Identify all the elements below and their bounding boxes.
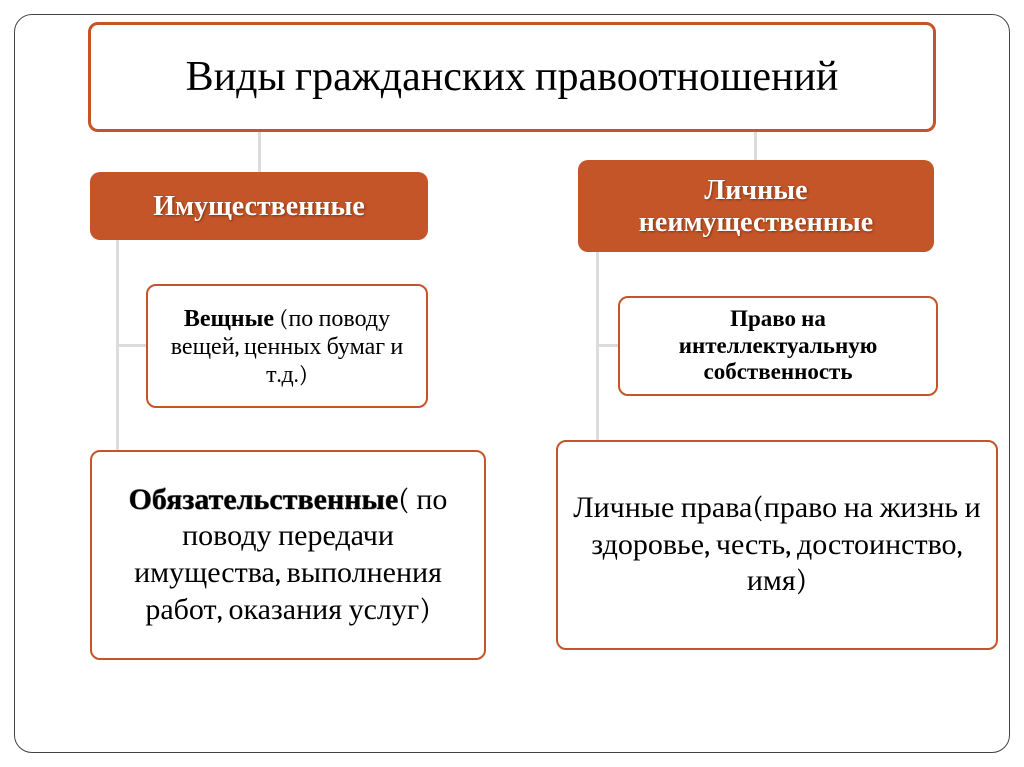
category-personal: Личные неимущественные bbox=[578, 160, 934, 252]
diagram-title-box: Виды гражданских правоотношений bbox=[88, 22, 936, 132]
sub-real-rights: Вещные (по поводу вещей, ценных бумаг и … bbox=[146, 284, 428, 408]
sub-obligatory-bold: Обязательственные bbox=[129, 482, 399, 517]
connector bbox=[116, 344, 146, 347]
sub-real-rights-bold: Вещные bbox=[184, 304, 274, 332]
connector bbox=[258, 132, 261, 172]
sub-real-rights-text: Вещные (по поводу вещей, ценных бумаг и … bbox=[162, 304, 412, 389]
sub-personal-rights: Личные права(право на жизнь и здоровье, … bbox=[556, 440, 998, 650]
connector bbox=[596, 344, 618, 347]
sub-obligatory: Обязательственные( по поводу передачи им… bbox=[90, 450, 486, 660]
category-personal-label: Личные неимущественные bbox=[596, 174, 916, 238]
sub-personal-rights-text: Личные права(право на жизнь и здоровье, … bbox=[572, 490, 982, 600]
category-property: Имущественные bbox=[90, 172, 428, 240]
diagram-title: Виды гражданских правоотношений bbox=[186, 53, 839, 101]
sub-intellectual: Право на интеллектуальную собственность bbox=[618, 296, 938, 396]
connector bbox=[754, 132, 757, 160]
sub-obligatory-text: Обязательственные( по поводу передачи им… bbox=[106, 482, 470, 628]
category-property-label: Имущественные bbox=[153, 190, 365, 222]
sub-intellectual-text: Право на интеллектуальную собственность bbox=[634, 306, 922, 385]
